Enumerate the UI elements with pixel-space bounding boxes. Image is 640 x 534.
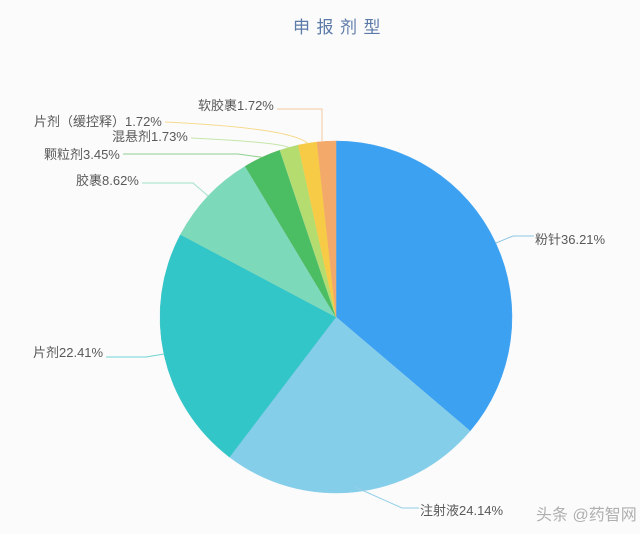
svg-text:胶裹8.62%: 胶裹8.62% [76, 173, 139, 188]
svg-text:混悬剂1.73%: 混悬剂1.73% [112, 129, 188, 144]
svg-text:软胶裹1.72%: 软胶裹1.72% [198, 98, 274, 113]
svg-text:颗粒剂3.45%: 颗粒剂3.45% [44, 147, 120, 162]
svg-text:粉针36.21%: 粉针36.21% [535, 232, 606, 247]
svg-text:片剂（缓控释）1.72%: 片剂（缓控释）1.72% [34, 114, 162, 129]
svg-text:片剂22.41%: 片剂22.41% [33, 345, 104, 360]
svg-text:注射液24.14%: 注射液24.14% [420, 503, 504, 518]
